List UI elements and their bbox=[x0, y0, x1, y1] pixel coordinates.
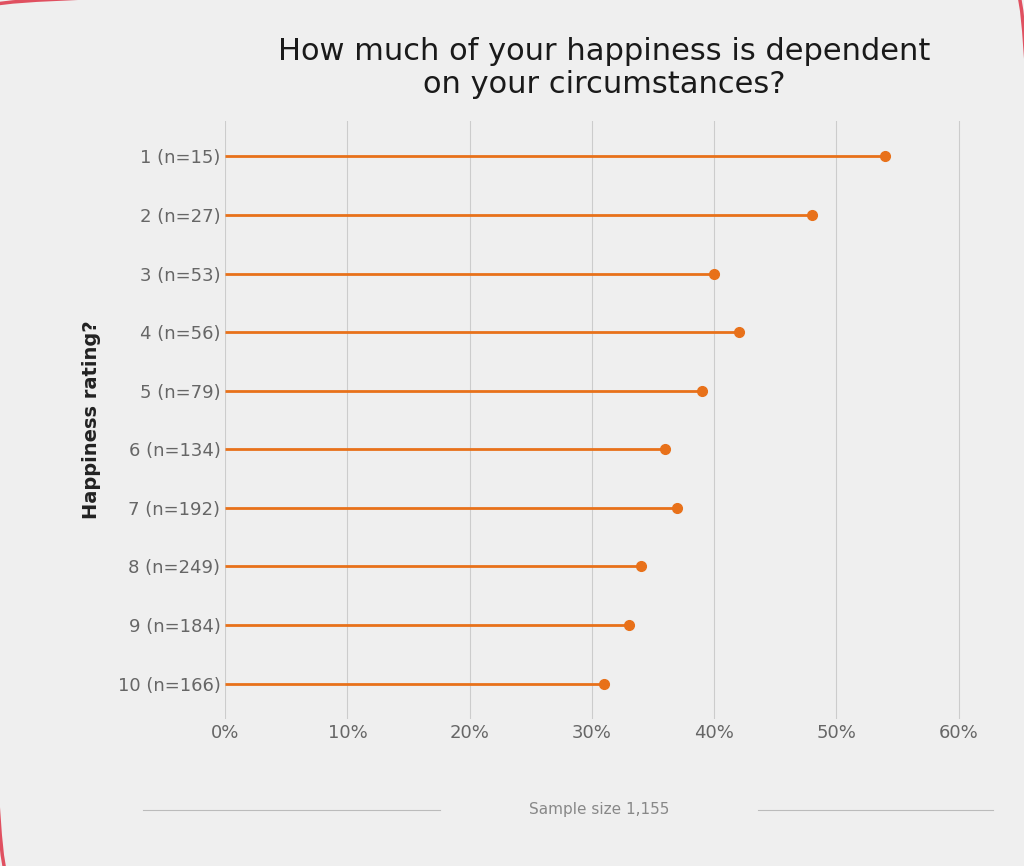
Text: Sample size 1,155: Sample size 1,155 bbox=[528, 802, 670, 818]
Title: How much of your happiness is dependent
on your circumstances?: How much of your happiness is dependent … bbox=[278, 37, 931, 100]
Y-axis label: Happiness rating?: Happiness rating? bbox=[82, 320, 101, 520]
